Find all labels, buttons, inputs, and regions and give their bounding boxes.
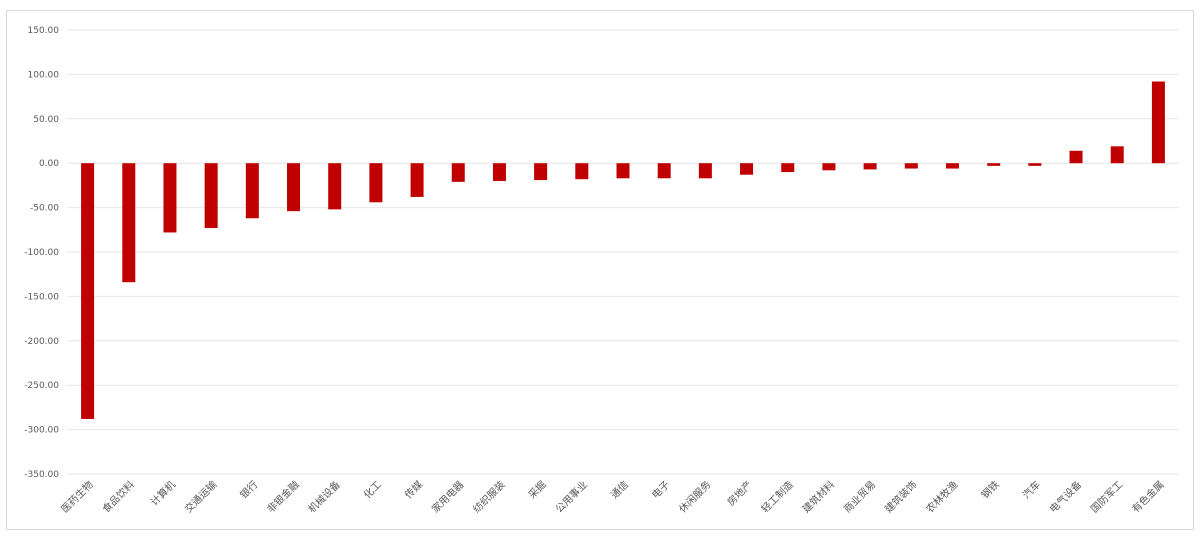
bar: [781, 163, 794, 172]
bar: [493, 163, 506, 181]
bar: [575, 163, 588, 179]
x-category-label: 交通运输: [182, 478, 219, 515]
x-category-label: 有色金属: [1129, 478, 1166, 515]
y-tick-label: -50.00: [30, 204, 59, 214]
x-category-label: 钢铁: [978, 478, 1001, 501]
x-category-label: 机械设备: [305, 478, 342, 515]
y-tick-label: -250.00: [24, 381, 59, 391]
x-category-label: 建筑装饰: [882, 478, 919, 515]
y-tick-label: 100.00: [28, 70, 60, 80]
bar: [658, 163, 671, 178]
bar: [905, 163, 918, 168]
x-category-label: 纺织服装: [470, 478, 507, 515]
bar: [617, 163, 630, 178]
bar: [163, 163, 176, 232]
x-category-label: 银行: [237, 478, 260, 501]
y-tick-label: -350.00: [24, 470, 59, 480]
bar: [1028, 163, 1041, 166]
bar: [864, 163, 877, 169]
bar: [205, 163, 218, 228]
y-tick-label: -100.00: [24, 248, 59, 258]
bar: [534, 163, 547, 180]
bar: [1070, 151, 1083, 163]
bar: [740, 163, 753, 175]
x-category-label: 家用电器: [429, 478, 466, 515]
x-category-label: 医药生物: [58, 478, 95, 515]
x-category-label: 轻工制造: [758, 478, 795, 515]
x-category-label: 非银金融: [264, 478, 301, 515]
bar: [987, 163, 1000, 166]
chart-frame: 150.00 100.00 50.00 0.00 -50.00 -100.00 -150.0…: [6, 10, 1194, 530]
bar: [81, 163, 94, 419]
x-category-label: 国防军工: [1088, 478, 1125, 515]
x-category-label: 农林牧渔: [923, 478, 960, 515]
y-tick-label: 50.00: [33, 115, 59, 125]
bar: [287, 163, 300, 211]
bar: [452, 163, 465, 182]
x-category-label: 传媒: [403, 479, 426, 502]
bars: [81, 82, 1165, 419]
y-axis-tick-labels: 150.00 100.00 50.00 0.00 -50.00 -100.00 -150.0…: [24, 26, 59, 480]
x-category-label: 通信: [608, 479, 631, 502]
bar: [822, 163, 835, 170]
x-category-label: 建筑材料: [800, 478, 837, 515]
bar: [946, 163, 959, 168]
bar: [328, 163, 341, 209]
bar-chart: 150.00 100.00 50.00 0.00 -50.00 -100.00 -150.0…: [7, 11, 1195, 531]
x-category-label: 公用事业: [552, 478, 589, 515]
bar: [1111, 146, 1124, 163]
bar: [369, 163, 382, 202]
y-tick-label: -200.00: [24, 337, 59, 347]
gridlines: [67, 30, 1179, 474]
bar: [411, 163, 424, 197]
bar: [1152, 82, 1165, 164]
y-tick-label: -150.00: [24, 292, 59, 302]
x-category-label: 采掘: [525, 478, 548, 501]
y-tick-label: 0.00: [39, 159, 59, 169]
bar: [246, 163, 259, 218]
x-category-label: 商业贸易: [841, 478, 878, 515]
bar: [699, 163, 712, 178]
bar: [122, 163, 135, 282]
x-category-label: 电子: [649, 478, 672, 501]
x-axis-category-labels: 医药生物 食品饮料 计算机 交通运输 银行 非银金融 机械设备 化工 传媒 家用电器 纺织服装 采掘公…: [58, 478, 1166, 515]
x-category-label: 房地产: [724, 478, 754, 508]
y-tick-label: -300.00: [24, 426, 59, 436]
x-category-label: 计算机: [148, 478, 178, 508]
x-category-label: 电气设备: [1047, 478, 1084, 515]
x-category-label: 食品饮料: [99, 478, 136, 515]
x-category-label: 化工: [361, 478, 384, 501]
x-category-label: 休闲服务: [676, 478, 713, 515]
x-category-label: 汽车: [1020, 478, 1043, 501]
y-tick-label: 150.00: [28, 26, 60, 36]
